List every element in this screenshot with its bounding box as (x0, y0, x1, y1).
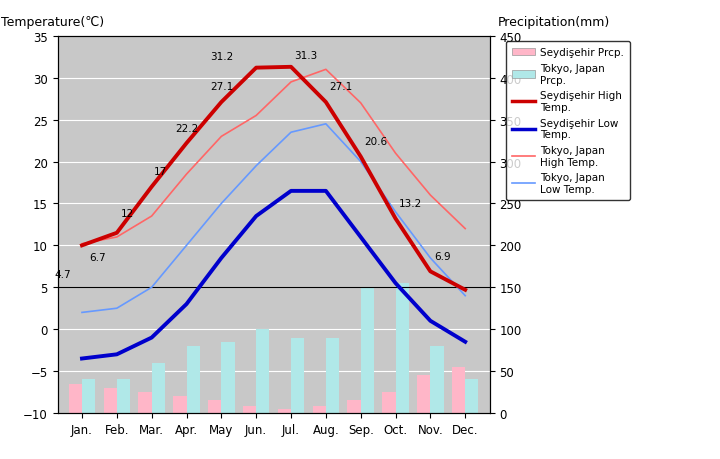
Bar (104, 388, 117, 413)
Bar (348, 401, 361, 413)
Bar (326, 338, 339, 413)
Text: 27.1: 27.1 (210, 82, 233, 92)
Bar (152, 363, 165, 413)
Bar (417, 375, 431, 413)
Bar (278, 409, 291, 413)
Text: 31.3: 31.3 (294, 51, 318, 62)
Bar (361, 288, 374, 413)
Bar (82, 380, 95, 413)
Bar (382, 392, 395, 413)
Bar (117, 380, 130, 413)
Bar (452, 367, 465, 413)
Bar (291, 338, 305, 413)
Text: 6.7: 6.7 (90, 253, 107, 263)
Text: Temperature(℃): Temperature(℃) (1, 16, 104, 29)
Bar (138, 392, 152, 413)
Text: 13.2: 13.2 (399, 199, 422, 208)
Bar (395, 284, 409, 413)
Bar (186, 346, 199, 413)
Text: 12: 12 (121, 208, 134, 218)
Text: 4.7: 4.7 (55, 269, 71, 280)
Text: 22.2: 22.2 (176, 123, 199, 133)
Text: 31.2: 31.2 (210, 52, 233, 62)
Bar (68, 384, 82, 413)
Text: 6.9: 6.9 (434, 251, 451, 261)
Bar (174, 397, 186, 413)
Bar (243, 406, 256, 413)
Text: 27.1: 27.1 (329, 82, 353, 92)
Bar (256, 330, 269, 413)
Text: Precipitation(mm): Precipitation(mm) (498, 16, 611, 29)
Bar (208, 401, 221, 413)
Bar (221, 342, 235, 413)
Bar (312, 406, 326, 413)
Legend: Seydişehir Prcp., Tokyo, Japan
Prcp., Seydişehir High
Temp., Seydişehir Low
Temp: Seydişehir Prcp., Tokyo, Japan Prcp., Se… (505, 42, 630, 201)
Text: 17: 17 (154, 167, 167, 177)
Bar (465, 380, 479, 413)
Bar (431, 346, 444, 413)
Text: 20.6: 20.6 (364, 137, 387, 146)
